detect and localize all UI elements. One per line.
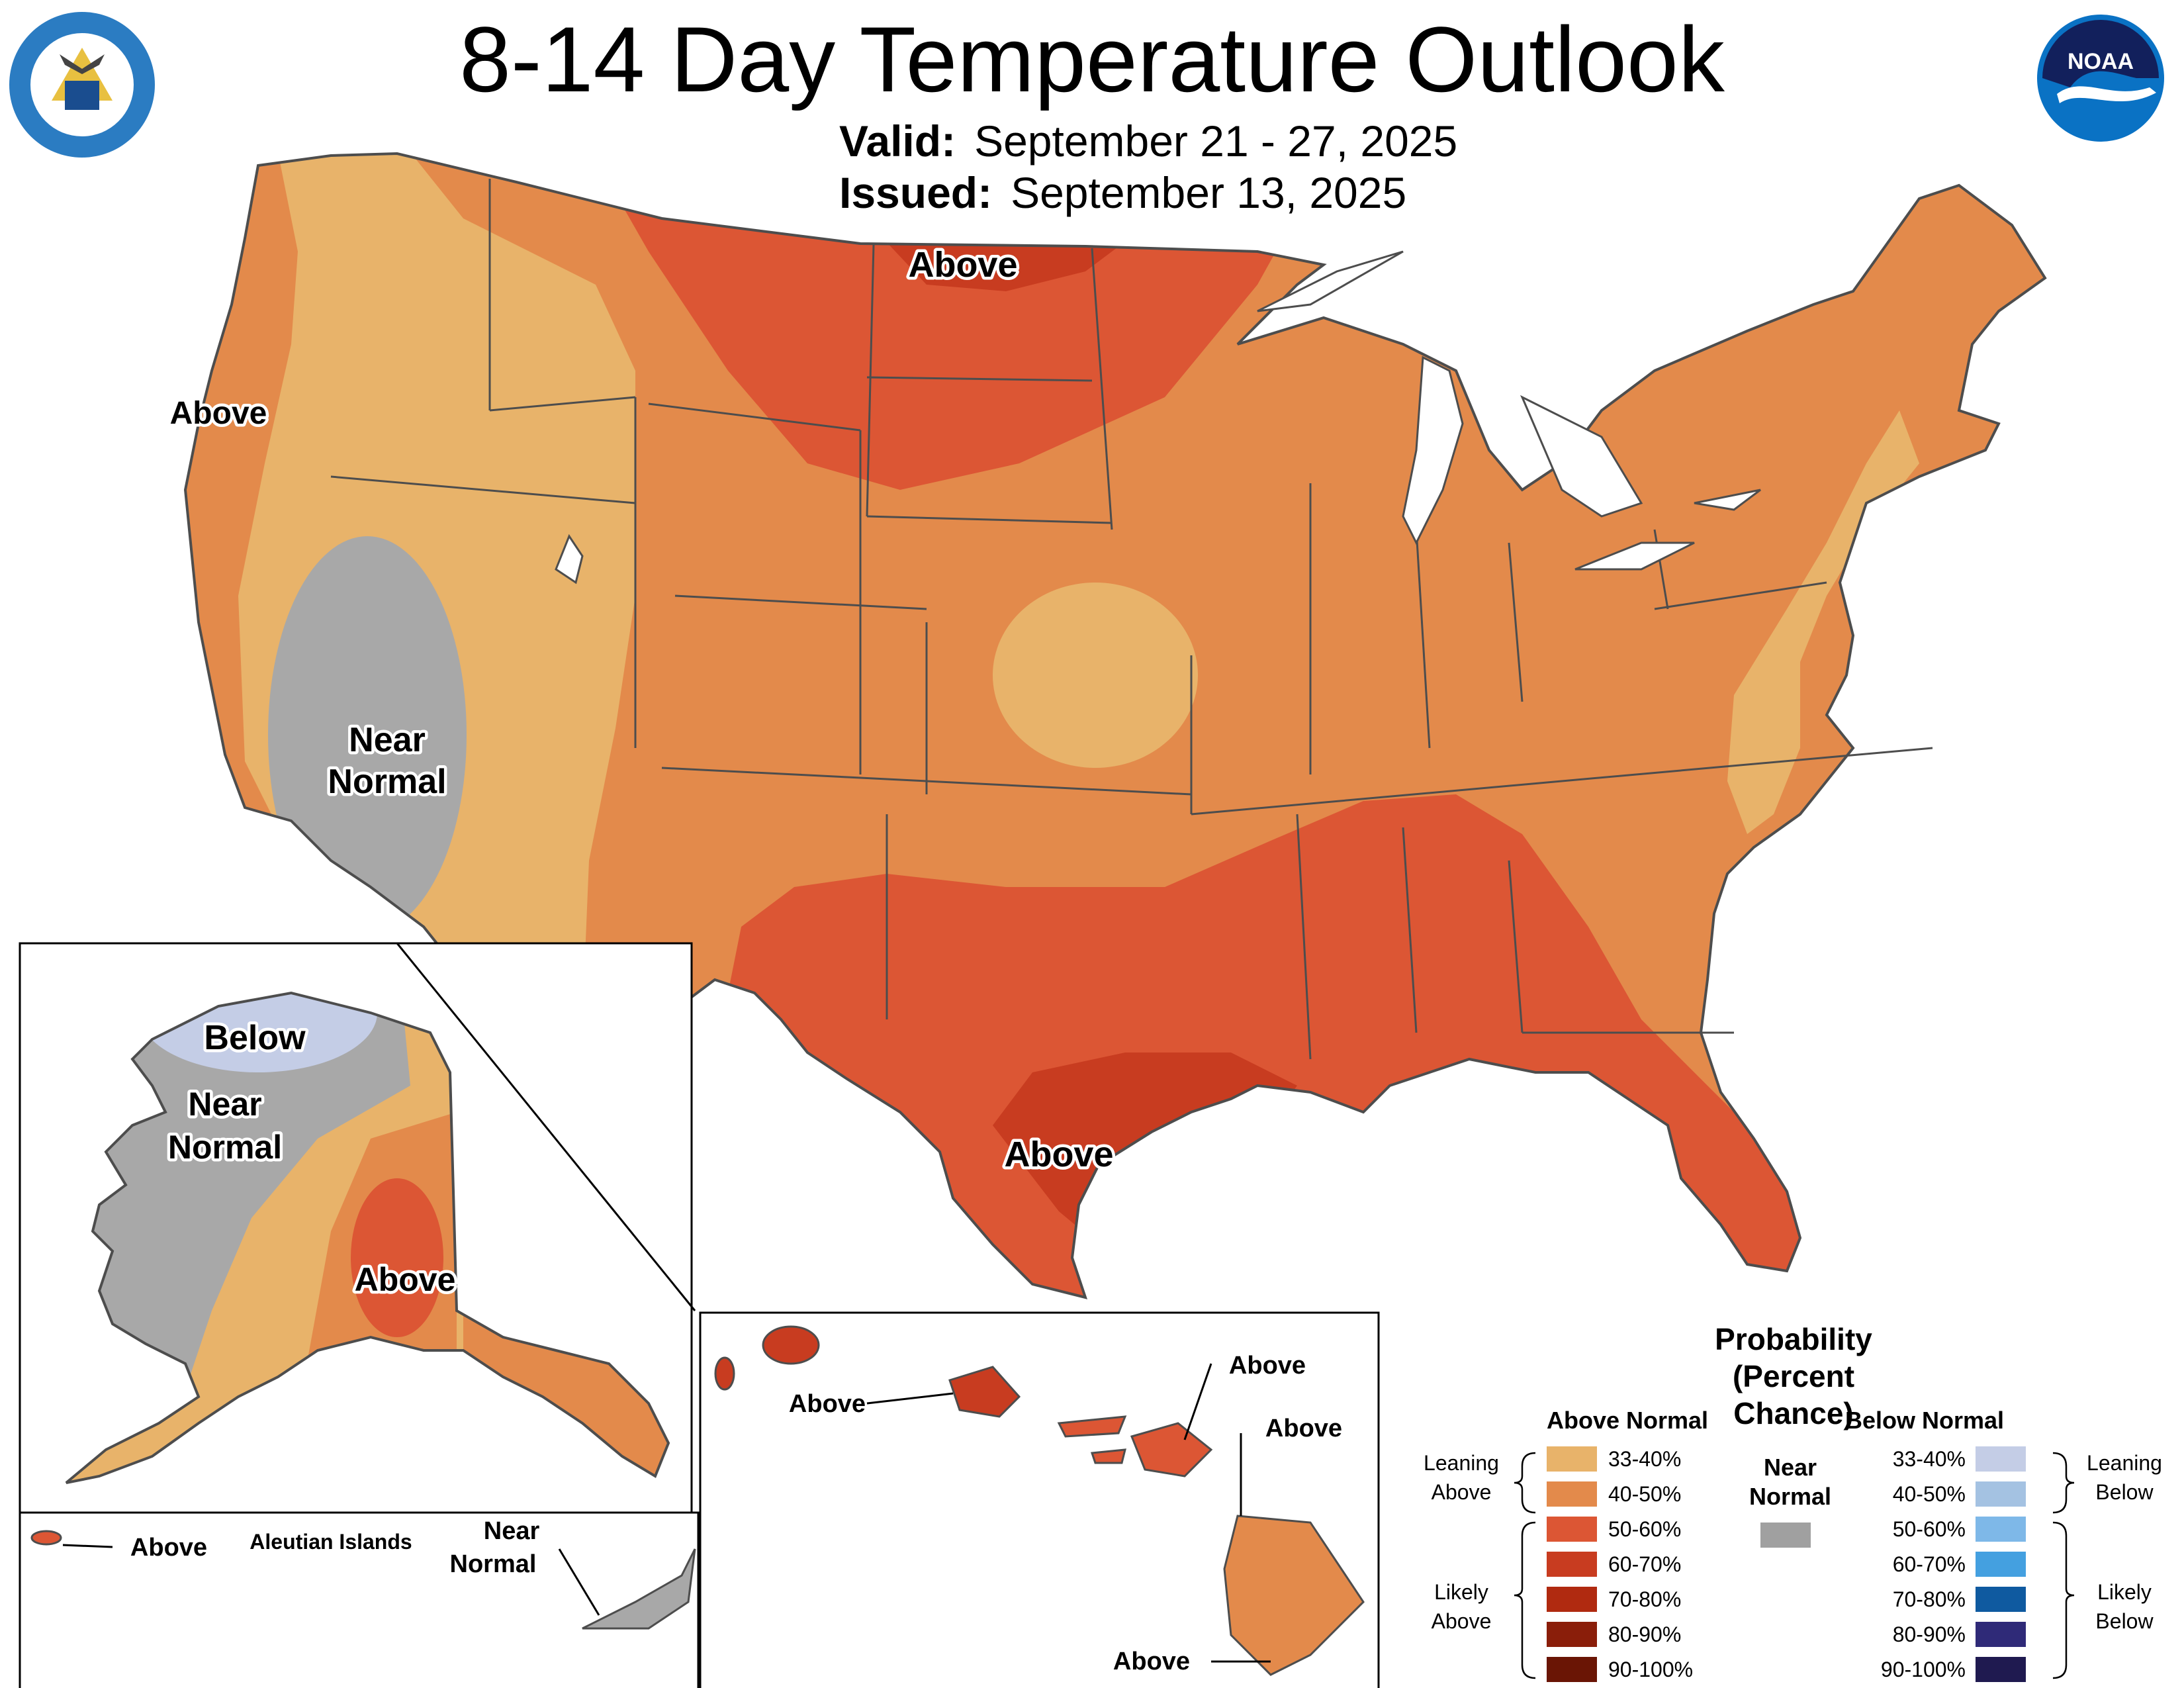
legend-below-swatch [1976,1446,2026,1472]
legend-below-header: Below Normal [1845,1407,2005,1434]
noaa-logo-icon: NOAA [2040,17,2161,139]
likely-below-line1: Likely [2097,1580,2152,1604]
leaning-above-line2: Above [1431,1480,1492,1504]
noaa-logo-text: NOAA [2068,49,2134,74]
label-alaska-west-line1: Near [188,1086,261,1123]
legend-below-range: 40-50% [1892,1482,1966,1506]
label-aleutian-title: Aleutian Islands [250,1530,412,1554]
legend-below-swatch [1976,1481,2026,1507]
label-aleutian-east-line1: Near [484,1517,540,1545]
legend-near-swatch [1760,1523,1811,1548]
legend-above-range: 90-100% [1608,1658,1694,1681]
legend-below-swatch [1976,1552,2026,1577]
likely-below-line2: Below [2095,1609,2154,1633]
legend-above-header: Above Normal [1547,1407,1709,1434]
label-alaska-west-line2: Normal [168,1129,282,1166]
valid-label: Valid: [839,117,956,165]
label-aleutian-east-line2: Normal [450,1550,537,1578]
label-hawaii-oahu: Above [1229,1352,1306,1380]
label-texas: Above [1004,1135,1113,1174]
legend-leaning-above: Leaning Above [1408,1448,1514,1507]
legend-likely-above: Likely Above [1408,1577,1514,1636]
commerce-seal-icon [9,12,155,158]
likely-above-line2: Above [1431,1609,1492,1633]
legend-above-swatch [1547,1552,1597,1577]
legend-title: Probability (Percent Chance) [1694,1321,1893,1432]
valid-value: September 21 - 27, 2025 [974,117,1458,165]
legend-below-swatch [1976,1587,2026,1612]
legend-above-swatch [1547,1517,1597,1542]
legend-above-range: 40-50% [1608,1482,1682,1506]
label-alaska-north: Below [204,1019,306,1057]
legend-above-swatch [1547,1622,1597,1647]
issued-value: September 13, 2025 [1011,168,1407,217]
legend-above-range: 70-80% [1608,1587,1682,1611]
issued-label: Issued: [839,168,993,217]
legend-below-range: 60-70% [1892,1552,1966,1576]
legend-title-line2: (Percent Chance) [1732,1359,1855,1430]
valid-line: Valid: September 21 - 27, 2025 [839,116,1457,166]
legend-above-swatch [1547,1657,1597,1682]
legend-above-range: 33-40% [1608,1447,1682,1471]
label-hawaii-kauai: Above [789,1390,866,1418]
legend-title-line1: Probability [1715,1322,1872,1356]
legend-likely-below: Likely Below [2071,1577,2177,1636]
likely-above-line1: Likely [1434,1580,1488,1604]
legend-below-range: 50-60% [1892,1517,1966,1541]
legend-below-swatch [1976,1517,2026,1542]
legend-near-header: Near Normal [1744,1453,1837,1511]
legend-above-range: 80-90% [1608,1622,1682,1646]
legend-near-line2: Normal [1749,1483,1832,1510]
legend-below-swatch [1976,1657,2026,1682]
issued-line: Issued: September 13, 2025 [839,167,1406,218]
legend-below-swatch [1976,1622,2026,1647]
label-hawaii-big-island: Above [1113,1648,1190,1675]
page-title: 8-14 Day Temperature Outlook [459,7,1725,111]
label-great-basin-line2: Normal [328,763,446,801]
legend-leaning-below: Leaning Below [2071,1448,2177,1507]
legend-above-swatch [1547,1446,1597,1472]
label-aleutian-west: Above [130,1534,207,1562]
legend-above-range: 50-60% [1608,1517,1682,1541]
label-hawaii-maui: Above [1265,1415,1342,1442]
leaning-below-line1: Leaning [2087,1451,2162,1475]
legend-above-swatch [1547,1481,1597,1507]
legend-below-range: 80-90% [1892,1622,1966,1646]
noaa-logo: NOAA [2037,15,2164,142]
label-alaska-south: Above [355,1261,456,1298]
department-of-commerce-seal [5,8,159,162]
legend-near-line1: Near [1763,1454,1817,1481]
label-west-coast: Above [170,396,267,431]
leaning-below-line2: Below [2095,1480,2154,1504]
legend-above-range: 60-70% [1608,1552,1682,1576]
leaning-above-line1: Leaning [1424,1451,1499,1475]
label-great-basin-line1: Near [349,721,426,759]
legend-below-range: 33-40% [1892,1447,1966,1471]
label-north-plains: Above [908,245,1017,285]
legend-below-range: 90-100% [1880,1658,1966,1681]
legend-below-range: 70-80% [1892,1587,1966,1611]
legend-above-swatch [1547,1587,1597,1612]
